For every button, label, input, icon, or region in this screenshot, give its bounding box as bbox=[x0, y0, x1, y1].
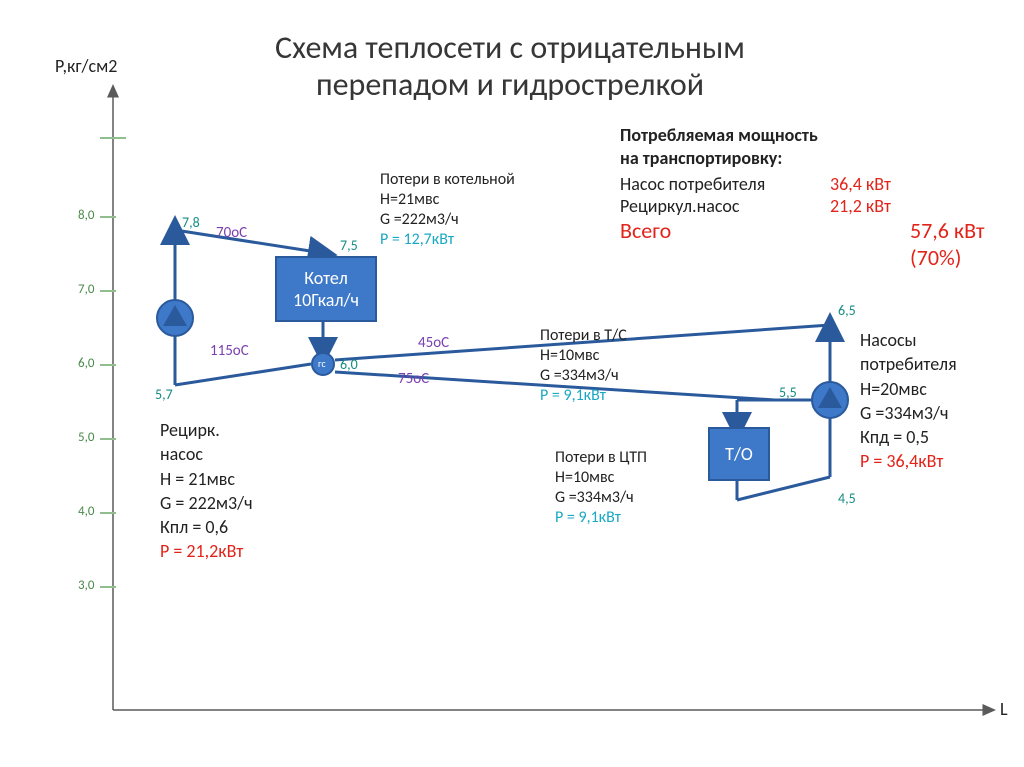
p75: 7,5 bbox=[340, 237, 358, 254]
to-box: Т/О bbox=[708, 427, 770, 481]
pw-r1l: Насос потребителя bbox=[620, 173, 830, 195]
p78: 7,8 bbox=[182, 214, 200, 231]
p57: 5,7 bbox=[155, 386, 173, 403]
boiler-line2: 10Гкал/ч bbox=[293, 289, 359, 311]
consumer-pump-block: Насосы потребителя H=20мвс G =334м3/ч Кп… bbox=[860, 328, 957, 474]
t115: 115оС bbox=[210, 342, 249, 360]
t45: 45оС bbox=[418, 334, 449, 352]
rc-6: P = 21,2кВт bbox=[160, 539, 253, 563]
ctp-loss: Потери в ЦТП H=10мвс G =334м3/ч P = 9,1к… bbox=[555, 448, 647, 528]
pw-r3v: 57,6 кВт bbox=[910, 217, 985, 244]
ctp-title: Потери в ЦТП bbox=[555, 448, 647, 468]
tc-3: P = 9,1кВт bbox=[540, 386, 627, 406]
pw-r4sp bbox=[620, 244, 910, 271]
rc-5: Кпл = 0,6 bbox=[160, 515, 253, 539]
bl-2: G =222м3/ч bbox=[380, 210, 515, 230]
ctp-2: G =334м3/ч bbox=[555, 488, 647, 508]
gs-label: гс bbox=[318, 357, 326, 370]
cp-4: G =334м3/ч bbox=[860, 401, 957, 425]
bl-1: H=21мвс bbox=[380, 190, 515, 210]
pw-r2v: 21,2 кВт bbox=[830, 195, 891, 217]
t70: 70оС bbox=[216, 224, 247, 242]
pw-r1v: 36,4 кВт bbox=[830, 173, 891, 195]
t75: 75оС bbox=[398, 370, 429, 388]
rc-3: H = 21мвс bbox=[160, 467, 253, 491]
p65: 6,5 bbox=[838, 302, 856, 319]
cp-6: P = 36,4кВт bbox=[860, 449, 957, 473]
tc-title: Потери в Т/С bbox=[540, 326, 627, 346]
to-label: Т/О bbox=[725, 443, 753, 465]
cp-3: H=20мвс bbox=[860, 377, 957, 401]
bl-title: Потери в котельной bbox=[380, 170, 515, 190]
p55: 5,5 bbox=[779, 384, 797, 401]
boiler-line1: Котел bbox=[304, 267, 348, 289]
pw-r3l: Всего bbox=[620, 217, 910, 244]
boiler-loss: Потери в котельной H=21мвс G =222м3/ч P … bbox=[380, 170, 515, 250]
tc-1: H=10мвс bbox=[540, 346, 627, 366]
power-block: Потребляемая мощность на транспортировку… bbox=[620, 124, 1000, 271]
rc-1: Рецирк. bbox=[160, 418, 253, 442]
tc-loss: Потери в Т/С H=10мвс G =334м3/ч P = 9,1к… bbox=[540, 326, 627, 406]
pw-h1: Потребляемая мощность bbox=[620, 124, 1000, 147]
rc-2: насос bbox=[160, 442, 253, 466]
p45: 4,5 bbox=[838, 490, 856, 507]
boiler-box: Котел 10Гкал/ч bbox=[275, 256, 377, 322]
pw-h2: на транспортировку: bbox=[620, 147, 1000, 170]
cp-1: Насосы bbox=[860, 328, 957, 352]
pw-r4v: (70%) bbox=[910, 244, 961, 271]
ctp-1: H=10мвс bbox=[555, 468, 647, 488]
bl-3: P = 12,7кВт bbox=[380, 230, 515, 250]
cp-5: Кпд = 0,5 bbox=[860, 425, 957, 449]
cp-2: потребителя bbox=[860, 352, 957, 376]
ctp-3: P = 9,1кВт bbox=[555, 508, 647, 528]
recirc-block: Рецирк. насос H = 21мвс G = 222м3/ч Кпл … bbox=[160, 418, 253, 564]
rc-4: G = 222м3/ч bbox=[160, 491, 253, 515]
tc-2: G =334м3/ч bbox=[540, 366, 627, 386]
pw-r2l: Рециркул.насос bbox=[620, 195, 830, 217]
p60: 6,0 bbox=[340, 356, 358, 373]
